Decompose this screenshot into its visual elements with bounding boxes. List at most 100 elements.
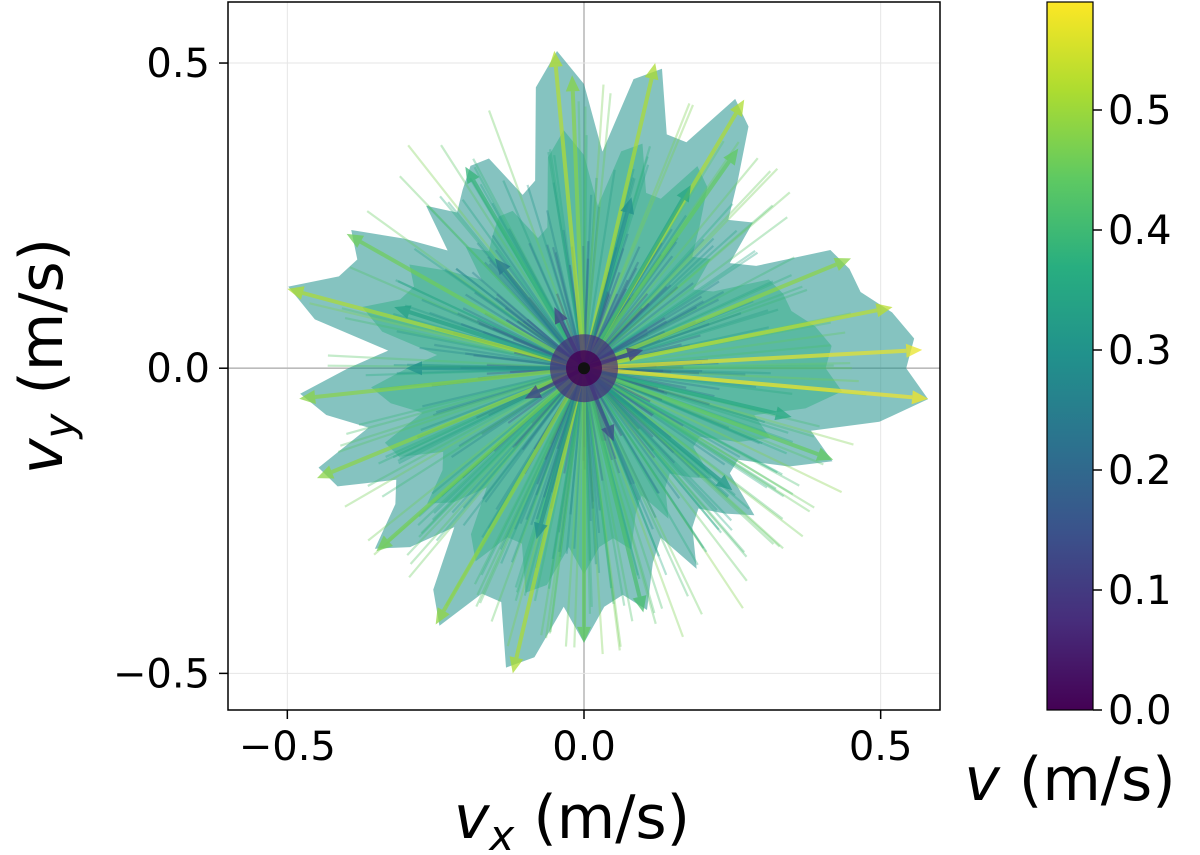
vector-ray xyxy=(431,367,585,521)
vector-ray xyxy=(583,367,781,548)
colorbar-tick-label: 0.2 xyxy=(1108,448,1172,494)
vector-ray xyxy=(583,367,783,476)
x-ticks: −0.5 0.0 0.5 xyxy=(239,710,912,770)
vector-ray xyxy=(583,367,768,489)
vector-ray xyxy=(583,367,744,609)
vector-ray xyxy=(583,367,854,446)
vector-ray xyxy=(583,367,843,494)
vector-ray xyxy=(395,279,585,370)
vector-ray xyxy=(583,367,703,615)
vector-arrow xyxy=(582,367,647,613)
colorbar-gradient xyxy=(1046,1,1094,711)
vector-arrow xyxy=(299,366,585,404)
vector-ray xyxy=(544,368,586,639)
colorbar-tick-label: 0.0 xyxy=(1108,688,1172,734)
vector-ray xyxy=(583,229,738,370)
vector-ray xyxy=(583,250,756,370)
vector-ray xyxy=(344,316,585,370)
vector-ray xyxy=(582,368,622,647)
vector-arrow xyxy=(583,366,929,405)
vector-arrow xyxy=(376,366,586,552)
vector-arrow xyxy=(346,233,585,370)
vector-ray xyxy=(583,367,748,582)
vector-arrow xyxy=(583,343,923,371)
vector-ray xyxy=(583,167,779,369)
vector-ray xyxy=(366,210,585,370)
vector-ray xyxy=(582,84,605,369)
vector-ray xyxy=(490,367,586,622)
vector-ray xyxy=(346,367,585,435)
vector-arrow xyxy=(565,75,586,369)
vector-ray xyxy=(418,367,585,538)
vector-ray xyxy=(408,367,585,579)
vector-ray xyxy=(510,367,586,563)
vector-ray xyxy=(583,367,705,549)
vector-ray xyxy=(583,367,775,545)
vector-ray xyxy=(547,151,586,369)
vector-ray xyxy=(337,367,585,453)
vector-arrow xyxy=(548,50,586,369)
vector-ray xyxy=(381,367,585,498)
vector-arrow xyxy=(435,367,586,625)
vector-arrow xyxy=(582,148,739,370)
vector-ray xyxy=(583,367,784,550)
vector-ray xyxy=(583,367,722,534)
vector-ray xyxy=(540,368,586,636)
vector-ray xyxy=(582,368,634,622)
vector-ray xyxy=(500,367,586,564)
vector-arrow xyxy=(583,257,851,371)
y-ticks: −0.5 0.0 0.5 xyxy=(113,41,228,697)
vector-ray xyxy=(583,367,708,553)
vector-ray xyxy=(583,367,815,509)
colorbar: 0.0 0.1 0.2 0.3 0.4 0.5 v (m/s) xyxy=(964,1,1176,815)
vector-ray xyxy=(582,368,626,606)
vector-arrow xyxy=(582,63,659,369)
vector-arrow xyxy=(583,366,834,461)
vector-ray xyxy=(582,93,612,369)
vector-ray xyxy=(409,367,585,565)
colorbar-ticks: 0.0 0.1 0.2 0.3 0.4 0.5 xyxy=(1093,88,1172,734)
vector-ray xyxy=(583,216,788,370)
y-tick-label: −0.5 xyxy=(113,651,210,697)
vector-arrow xyxy=(317,366,585,479)
vector-arrow xyxy=(577,368,591,643)
vector-arrow xyxy=(509,367,586,674)
vector-ray xyxy=(344,367,585,508)
vector-ray xyxy=(583,191,791,370)
vector-ray xyxy=(473,367,585,585)
vector-ray xyxy=(583,367,800,487)
vector-ray xyxy=(583,367,733,522)
vector-ray xyxy=(583,367,699,566)
vector-ray xyxy=(367,367,585,542)
colorbar-tick-label: 0.1 xyxy=(1108,568,1172,614)
vector-ray xyxy=(583,367,794,496)
y-axis-label: vy (m/s) xyxy=(7,238,84,474)
vector-ray xyxy=(583,204,774,370)
vector-ray xyxy=(583,331,846,370)
vector-ray xyxy=(583,367,785,498)
vector-ray xyxy=(547,368,586,589)
vector-ray xyxy=(583,367,748,558)
vector-ray xyxy=(582,103,691,369)
vector-ray xyxy=(548,149,586,369)
vector-ray xyxy=(420,367,585,535)
vector-ray xyxy=(548,368,586,634)
vector-ray xyxy=(340,367,585,447)
x-tick-label: 0.0 xyxy=(552,724,616,770)
vector-arrow xyxy=(465,166,586,370)
vector-ray xyxy=(582,368,604,655)
vector-ray xyxy=(583,367,811,513)
vector-ray xyxy=(582,106,587,369)
vector-ray xyxy=(435,367,585,542)
x-axis-label: vx (m/s) xyxy=(454,783,690,855)
vector-ray xyxy=(582,368,615,605)
vector-ray xyxy=(583,157,759,369)
vector-ray xyxy=(406,367,585,556)
colorbar-label: v (m/s) xyxy=(964,745,1175,815)
vector-ray xyxy=(582,368,613,589)
vector-ray xyxy=(583,367,815,438)
vector-ray xyxy=(583,367,720,531)
vector-ray xyxy=(476,367,585,596)
vector-ray xyxy=(583,170,772,369)
